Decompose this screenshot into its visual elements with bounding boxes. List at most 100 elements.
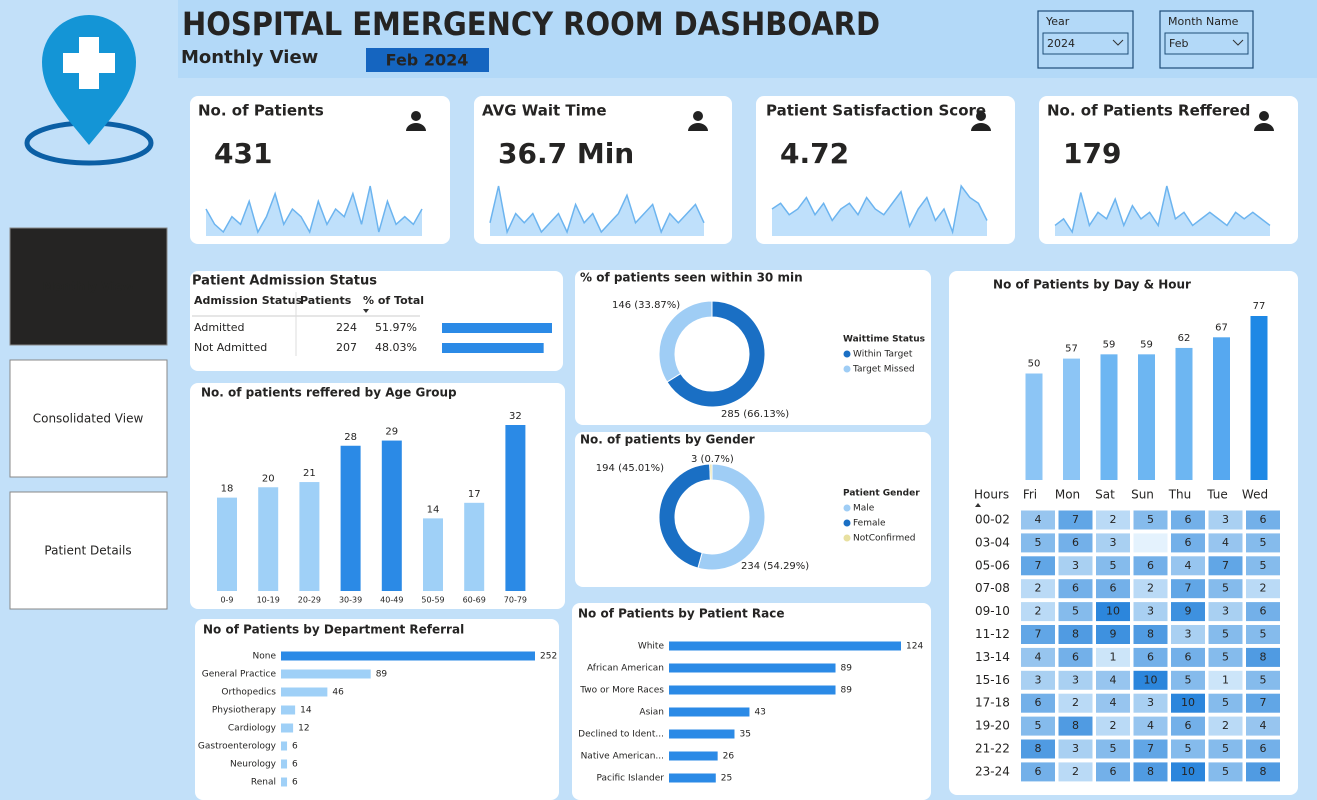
chart-title: No. of patients reffered by Age Group: [201, 386, 457, 400]
heat-cell: [1208, 762, 1243, 782]
heat-cell: [1096, 556, 1130, 576]
bar: [464, 502, 485, 591]
page-subtitle: Monthly View: [181, 47, 318, 68]
heat-cell: [1096, 625, 1130, 644]
cell-label: 7: [1185, 582, 1192, 595]
row-label: 15-16: [975, 673, 1010, 687]
bar: [258, 487, 279, 591]
data-label: 14: [300, 706, 312, 716]
sparkline: [771, 184, 988, 235]
heat-cell: [1058, 510, 1093, 530]
heat-cell: [1171, 762, 1205, 782]
heat-cell: [1246, 739, 1280, 759]
heat-cell: [1208, 510, 1243, 530]
cell-label: 6: [1260, 742, 1267, 755]
cell-label: 5: [1072, 605, 1079, 618]
heat-cell: [1058, 739, 1093, 759]
data-label: 25: [721, 774, 732, 784]
heat-cell: [1058, 556, 1093, 576]
bar: [1138, 354, 1155, 480]
filter-dropdown[interactable]: Year 2024: [1037, 10, 1134, 69]
nav-button[interactable]: Monthly View: [9, 227, 168, 346]
cell-label: 2: [1260, 582, 1267, 595]
row-percent: 51.97%: [375, 321, 417, 334]
cell-label: 4: [1147, 719, 1154, 732]
sparkline-area: [490, 186, 704, 236]
cell-label: 5: [1222, 696, 1229, 709]
cell-label: 4: [1110, 696, 1117, 709]
heat-cell: [1058, 602, 1093, 622]
data-label: 89: [376, 670, 388, 680]
heat-cell: [1133, 693, 1168, 713]
data-label: 6: [292, 742, 298, 752]
kpi-title: No. of Patients: [198, 102, 324, 120]
cell-label: 6: [1110, 582, 1117, 595]
legend-label: NotConfirmed: [853, 534, 916, 544]
heat-cell: [1246, 556, 1280, 576]
cell-label: 5: [1222, 765, 1229, 778]
cell-label: 4: [1185, 559, 1192, 572]
column-header: Thu: [1168, 488, 1192, 502]
cell-label: 8: [1072, 628, 1079, 641]
kpi-icon: [693, 111, 703, 121]
y-tick-label: White: [638, 642, 665, 652]
bar: [281, 669, 371, 679]
kpi-title: No. of Patients Reffered: [1047, 102, 1250, 120]
x-tick-label: 20-29: [298, 596, 321, 605]
chart-title: No of Patients by Patient Race: [578, 607, 784, 621]
heat-cell: [1021, 579, 1055, 599]
heat-cell: [1171, 716, 1205, 736]
heat-cell: [1246, 579, 1280, 599]
y-tick-label: Native American...: [581, 752, 664, 762]
heat-cell: [1021, 533, 1055, 553]
heat-cell: [1021, 602, 1055, 622]
heat-cell: [1021, 693, 1055, 713]
heat-cell: [1058, 625, 1093, 644]
heat-cell: [1133, 602, 1168, 622]
cell-label: 5: [1260, 536, 1267, 549]
heat-cell: [1171, 693, 1205, 713]
nav-button[interactable]: Consolidated View: [9, 359, 168, 478]
heat-cell: [1133, 739, 1168, 759]
cell-label: 5: [1035, 536, 1042, 549]
data-label: 17: [468, 489, 481, 500]
y-tick-label: Renal: [251, 778, 276, 788]
cell-label: 3: [1147, 605, 1154, 618]
chart-title: No of Patients by Day & Hour: [993, 278, 1191, 292]
bar: [281, 723, 294, 733]
cell-label: 5: [1260, 559, 1267, 572]
sparkline-area: [1055, 186, 1270, 236]
cell-label: 6: [1185, 536, 1192, 549]
cell-label: 7: [1222, 559, 1229, 572]
cell-label: 7: [1035, 559, 1042, 572]
filter-select: [1164, 32, 1249, 55]
filter-dropdown[interactable]: Month Name Feb: [1159, 10, 1254, 69]
heat-cell: [1208, 579, 1243, 599]
heat-cell: [1021, 762, 1055, 782]
row-label: Not Admitted: [194, 341, 267, 354]
row-label: 09-10: [975, 604, 1010, 618]
heat-cell: [1171, 739, 1205, 759]
filter-value: Feb: [1169, 37, 1188, 50]
x-tick-label: 0-9: [220, 596, 233, 605]
nav-button[interactable]: Patient Details: [9, 491, 168, 610]
cell-label: 2: [1072, 696, 1079, 709]
cell-label: 5: [1222, 650, 1229, 663]
data-label: 50: [1028, 359, 1041, 370]
cell-label: 7: [1072, 513, 1079, 526]
heat-cell: [1096, 739, 1130, 759]
data-label: 194 (45.01%): [596, 463, 664, 474]
bar: [281, 741, 288, 751]
kpi-icon: [976, 111, 986, 121]
heat-cell: [1171, 670, 1205, 690]
heat-cell: [1208, 647, 1243, 667]
y-tick-label: Orthopedics: [221, 688, 276, 698]
legend-marker: [843, 350, 851, 358]
row-label: 11-12: [975, 627, 1010, 641]
data-label: 59: [1140, 339, 1153, 350]
bar: [217, 497, 237, 591]
legend-label: Target Missed: [852, 365, 915, 375]
heat-cell: [1208, 533, 1243, 553]
filter-select: [1042, 32, 1129, 55]
heat-cell-empty: [1133, 533, 1168, 553]
